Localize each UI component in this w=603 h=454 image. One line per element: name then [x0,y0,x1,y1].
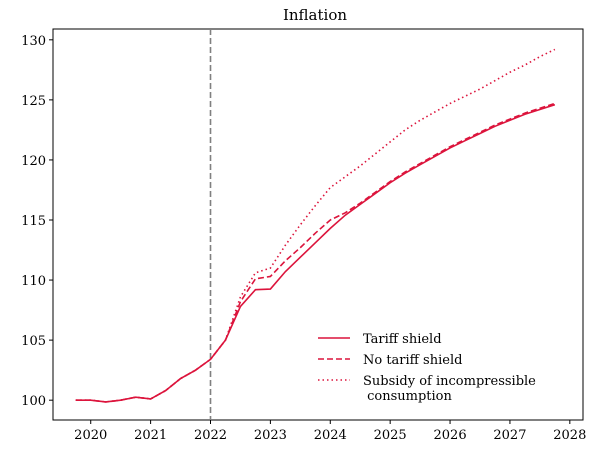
x-tick-label: 2028 [553,428,586,443]
legend-label: No tariff shield [363,353,462,368]
legend-label: Subsidy of incompressible consumption [363,374,536,404]
x-tick-label: 2021 [134,428,167,443]
y-tick-label: 100 [21,394,46,409]
y-tick-label: 105 [21,334,46,349]
series-line [75,103,556,403]
legend-label-line: consumption [363,389,453,404]
x-tick-label: 2024 [314,428,347,443]
y-tick-label: 110 [21,274,46,289]
y-tick-label: 125 [21,94,46,109]
legend-label: Tariff shield [363,332,442,347]
y-tick-label: 120 [21,154,46,169]
x-tick-label: 2027 [493,428,526,443]
chart-title: Inflation [283,6,347,24]
series-line [75,48,556,403]
x-tick-label: 2025 [374,428,407,443]
y-tick-label: 130 [21,34,46,49]
x-tick-label: 2026 [434,428,467,443]
x-tick-label: 2020 [74,428,107,443]
y-tick-label: 115 [21,214,46,229]
x-tick-label: 2023 [254,428,287,443]
series-line [75,102,556,403]
legend-label-line: Subsidy of incompressible [363,374,536,389]
plot-frame [52,28,584,421]
x-tick-label: 2022 [194,428,227,443]
